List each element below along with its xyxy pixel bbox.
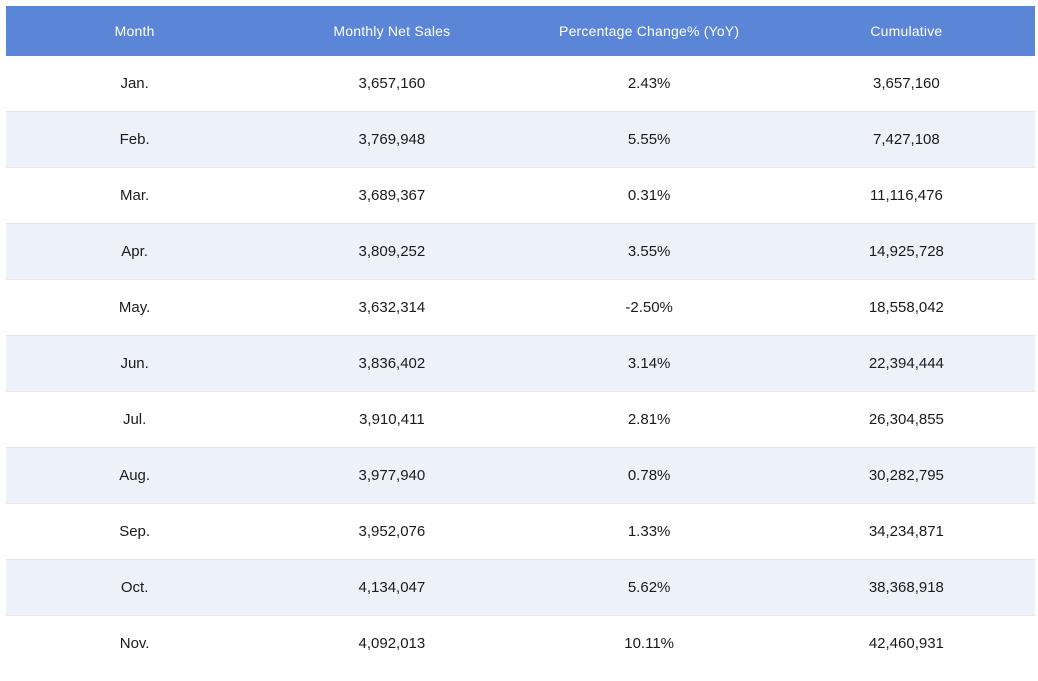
table-row: Jun. 3,836,402 3.14% 22,394,444: [6, 335, 1035, 392]
table-cell: 18,558,042: [777, 279, 1035, 336]
table-cell: 22,394,444: [777, 335, 1035, 392]
column-header: Cumulative: [777, 6, 1035, 56]
table-cell: 3,952,076: [263, 503, 521, 560]
table-cell: 3,632,314: [263, 279, 521, 336]
table-cell: 4,092,013: [263, 615, 521, 671]
table-cell: -2.50%: [520, 279, 778, 336]
table-cell: 3.55%: [520, 223, 778, 280]
table-cell: Nov.: [6, 615, 264, 671]
table-cell: 11,116,476: [777, 167, 1035, 224]
table-cell: 4,134,047: [263, 559, 521, 616]
table-cell: 3,809,252: [263, 223, 521, 280]
monthly-net-sales-table-container: Month Monthly Net Sales Percentage Change%…: [6, 6, 1035, 671]
monthly-net-sales-table: Month Monthly Net Sales Percentage Change%…: [6, 6, 1035, 671]
table-cell: 3,689,367: [263, 167, 521, 224]
table-row: Sep. 3,952,076 1.33% 34,234,871: [6, 503, 1035, 560]
table-cell: 38,368,918: [777, 559, 1035, 616]
table-cell: 3.14%: [520, 335, 778, 392]
table-cell: Mar.: [6, 167, 264, 224]
table-cell: 3,769,948: [263, 111, 521, 168]
table-cell: Jul.: [6, 391, 264, 448]
table-row: Oct. 4,134,047 5.62% 38,368,918: [6, 559, 1035, 616]
table-row: Feb. 3,769,948 5.55% 7,427,108: [6, 111, 1035, 168]
table-row: Jan. 3,657,160 2.43% 3,657,160: [6, 56, 1035, 112]
table-body: Jan. 3,657,160 2.43% 3,657,160 Feb. 3,769,948…: [6, 56, 1035, 671]
table-cell: 3,910,411: [263, 391, 521, 448]
table-row: Nov. 4,092,013 10.11% 42,460,931: [6, 615, 1035, 671]
table-cell: Oct.: [6, 559, 264, 616]
table-cell: 3,657,160: [873, 75, 940, 92]
table-cell: 34,234,871: [777, 503, 1035, 560]
table-cell: 30,282,795: [777, 447, 1035, 504]
table-cell: 7,427,108: [777, 111, 1035, 168]
table-cell: 0.31%: [520, 167, 778, 224]
table-cell: 26,304,855: [777, 391, 1035, 448]
table-cell: Jun.: [6, 335, 264, 392]
table-cell: Sep.: [6, 503, 264, 560]
table-cell: 42,460,931: [777, 615, 1035, 671]
table-cell: Apr.: [6, 223, 264, 280]
table-cell: Jan.: [120, 75, 149, 92]
header-row: Month Monthly Net Sales Percentage Change%…: [6, 6, 1035, 56]
table-cell: 0.78%: [520, 447, 778, 504]
column-header: Monthly Net Sales: [263, 6, 521, 56]
table-cell: 3,657,160: [358, 75, 426, 92]
table-cell: 3,836,402: [263, 335, 521, 392]
table-cell: Feb.: [6, 111, 264, 168]
table-cell: May.: [6, 279, 264, 336]
table-cell: Aug.: [6, 447, 264, 504]
table-row: May. 3,632,314 -2.50% 18,558,042: [6, 279, 1035, 336]
table-cell: 1.33%: [520, 503, 778, 560]
table-cell: 2.43%: [627, 75, 671, 92]
column-header: Month: [6, 6, 264, 56]
table-cell: 14,925,728: [777, 223, 1035, 280]
column-header: Percentage Change% (YoY): [520, 6, 778, 56]
table-cell: 5.55%: [520, 111, 778, 168]
table-cell: 2.81%: [520, 391, 778, 448]
table-cell: 5.62%: [520, 559, 778, 616]
table-cell: 10.11%: [520, 615, 778, 671]
table-cell: 3,977,940: [263, 447, 521, 504]
table-row: Mar. 3,689,367 0.31% 11,116,476: [6, 167, 1035, 224]
table-row: Apr. 3,809,252 3.55% 14,925,728: [6, 223, 1035, 280]
table-row: Jul. 3,910,411 2.81% 26,304,855: [6, 391, 1035, 448]
table-row: Aug. 3,977,940 0.78% 30,282,795: [6, 447, 1035, 504]
